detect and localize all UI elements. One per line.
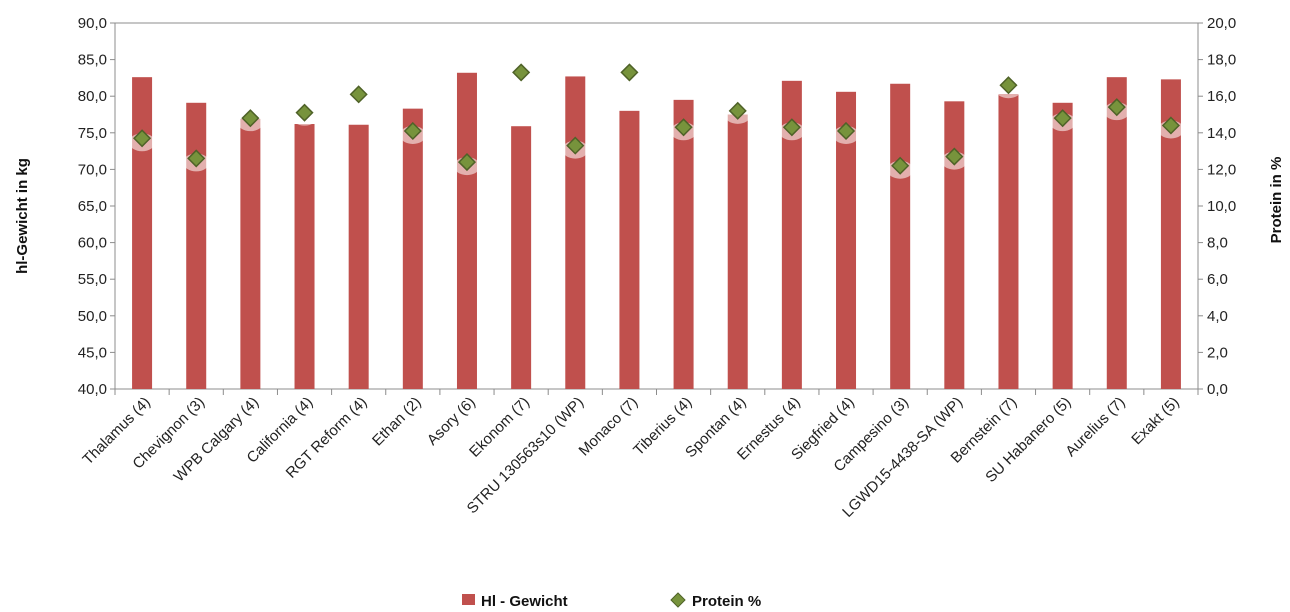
point-protein <box>349 85 368 104</box>
y-right-tick-label: 14,0 <box>1207 125 1236 142</box>
bar-hl-gewicht <box>619 110 640 389</box>
point-protein <box>1107 98 1126 117</box>
point-protein <box>457 153 477 172</box>
point-protein <box>241 109 260 128</box>
plot-area <box>114 22 1199 390</box>
y-right-tick-label: 16,0 <box>1207 88 1236 105</box>
y-right-tick-label: 4,0 <box>1207 308 1228 325</box>
legend-label-protein: Protein % <box>692 593 761 610</box>
legend-swatch-protein <box>670 592 686 608</box>
bar-hl-gewicht <box>673 99 694 390</box>
point-protein <box>187 149 206 168</box>
bar-hl-gewicht <box>727 114 748 389</box>
point-protein <box>836 121 856 141</box>
point-protein <box>566 136 585 155</box>
point-protein <box>891 156 910 175</box>
point-protein <box>674 118 693 137</box>
point-protein <box>295 103 314 122</box>
y-right-tick-label: 8,0 <box>1207 235 1228 252</box>
y-left-tick-label: 85,0 <box>78 52 107 69</box>
y-left-tick-label: 90,0 <box>78 15 107 32</box>
bar-hl-gewicht <box>1106 77 1127 389</box>
y-left-tick-label: 75,0 <box>78 125 107 142</box>
point-protein <box>945 147 964 166</box>
bar-hl-gewicht <box>836 91 857 390</box>
point-protein <box>403 121 422 141</box>
point-protein <box>782 118 801 137</box>
bar-hl-gewicht <box>1052 102 1073 390</box>
y-left-tick-label: 55,0 <box>78 271 107 288</box>
bar-hl-gewicht <box>402 108 423 390</box>
x-tick-label: Ethan (2) <box>369 394 425 450</box>
bar-hl-gewicht <box>781 80 802 389</box>
y-left-tick-label: 40,0 <box>78 381 107 398</box>
y-right-tick-label: 18,0 <box>1207 52 1236 69</box>
legend: Hl - Gewicht Protein % <box>462 592 761 610</box>
y-left-tick-label: 65,0 <box>78 198 107 215</box>
y-left-tick-label: 80,0 <box>78 88 107 105</box>
point-protein <box>133 129 152 148</box>
y-left-tick-label: 45,0 <box>78 344 107 361</box>
y-right-tick-label: 20,0 <box>1207 15 1236 32</box>
bar-hl-gewicht <box>890 83 911 390</box>
point-protein <box>999 76 1018 95</box>
y-left-tick-label: 70,0 <box>78 161 107 178</box>
point-protein <box>1053 109 1072 128</box>
point-protein <box>620 63 639 82</box>
point-protein <box>512 63 531 82</box>
y-left-tick-label: 50,0 <box>78 308 107 325</box>
bar-hl-gewicht <box>456 72 477 389</box>
y-right-tick-label: 2,0 <box>1207 344 1228 361</box>
y-axis-right-title: Protein in % <box>1268 157 1285 244</box>
point-protein <box>1161 116 1180 135</box>
bar-hl-gewicht <box>1160 79 1181 389</box>
y-right-tick-label: 0,0 <box>1207 381 1228 398</box>
x-tick-label: Asory (6) <box>424 394 479 449</box>
bar-hl-gewicht <box>132 77 153 389</box>
y-right-tick-label: 10,0 <box>1207 198 1236 215</box>
bar-hl-gewicht <box>294 124 315 390</box>
point-protein <box>728 101 747 120</box>
bar-hl-gewicht <box>348 124 369 390</box>
x-tick-label: Exakt (5) <box>1128 394 1182 448</box>
bar-hl-gewicht <box>240 118 261 389</box>
bar-hl-gewicht <box>565 76 586 389</box>
bar-hl-gewicht <box>944 101 965 389</box>
legend-label-hl-gewicht: Hl - Gewicht <box>481 593 568 610</box>
y-right-tick-label: 6,0 <box>1207 271 1228 288</box>
bar-hl-gewicht <box>511 126 532 389</box>
bar-hl-gewicht <box>186 102 207 390</box>
y-right-tick-label: 12,0 <box>1207 161 1236 178</box>
y-left-tick-label: 60,0 <box>78 235 107 252</box>
y-axis-left-title: hl-Gewicht in kg <box>14 158 31 274</box>
bar-hl-gewicht <box>998 94 1019 389</box>
legend-swatch-hl-gewicht <box>462 594 475 605</box>
